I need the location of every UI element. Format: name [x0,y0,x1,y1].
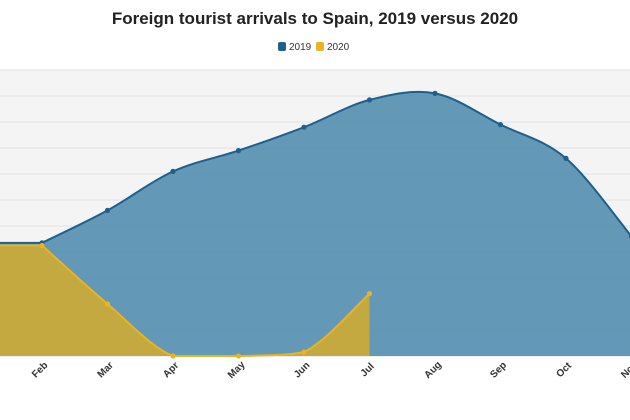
x-tick-label: Jul [359,361,377,379]
point [104,301,111,307]
point [366,291,373,297]
legend-item: 2019 [278,42,312,53]
point [235,148,242,154]
x-tick-label: Aug [422,359,444,381]
legend-label: 2019 [289,42,312,53]
point [432,90,438,96]
x-tick-label: Jun [292,360,312,380]
point [366,97,373,103]
line [0,90,630,244]
chart-title: Foreign tourist arrivals to Spain, 2019 … [112,9,518,28]
x-tick-label: Sep [488,360,509,381]
legend-swatch [278,42,286,51]
point [104,207,111,213]
x-tick-label: May [226,359,248,381]
legend-item: 2020 [316,42,350,53]
point [301,349,307,355]
point [39,242,45,249]
point [235,353,242,359]
point [497,122,504,128]
legend-swatch [316,42,324,51]
line [0,244,371,358]
legend-label: 2020 [327,42,350,53]
x-tick-label: Nov [619,359,630,380]
point [563,155,569,161]
x-tick-label: Mar [96,360,116,380]
area [0,91,630,356]
x-tick-label: Oct [554,360,574,380]
point [170,168,176,174]
area [0,245,370,356]
x-tick-label: Feb [30,360,50,380]
point [170,353,176,359]
x-tick-label: Apr [161,360,181,380]
point [301,124,307,130]
